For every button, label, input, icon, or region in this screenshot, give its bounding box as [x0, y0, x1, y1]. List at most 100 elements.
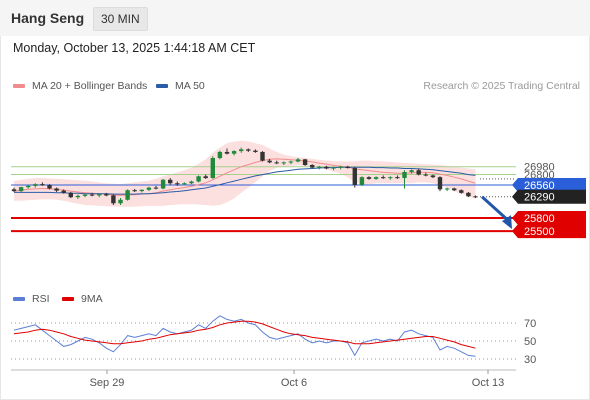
candle-body — [33, 184, 38, 186]
candle-body — [111, 195, 116, 204]
candle-body — [139, 189, 144, 192]
price-tag-25500: 25500 — [524, 226, 555, 238]
candle-body — [310, 164, 315, 168]
legend-rsi-ma: 9MA — [62, 293, 103, 305]
candle-body — [338, 166, 343, 168]
candle-body — [416, 170, 421, 175]
legend-ma50: MA 50 — [156, 80, 205, 92]
candle-body — [153, 187, 159, 189]
candle-body — [373, 177, 379, 179]
candle-body — [196, 176, 201, 182]
candle-body — [260, 151, 265, 161]
candle-body — [324, 166, 329, 169]
copyright-notice: Research © 2025 Trading Central — [423, 80, 580, 92]
rsi-line — [13, 315, 476, 357]
legend-rsi: RSI — [13, 293, 50, 305]
candle-body — [89, 194, 95, 196]
legend-ma20: MA 20 + Bollinger Bands — [13, 80, 147, 92]
candle-body — [168, 179, 173, 184]
candle-body — [452, 188, 457, 191]
candle-body — [352, 168, 357, 185]
candle-body — [423, 174, 428, 176]
rsi-level-label-50: 50 — [524, 336, 536, 348]
candle-body — [11, 189, 17, 192]
candle-body — [437, 177, 443, 190]
interval-badge[interactable]: 30 MIN — [93, 7, 148, 31]
candle-body — [189, 181, 194, 184]
candle-body — [104, 194, 109, 196]
candle-body — [444, 188, 450, 190]
instrument-title: Hang Seng — [11, 10, 85, 26]
candle-body — [402, 171, 407, 179]
ma50-line — [14, 166, 476, 195]
forecast-arrow — [480, 195, 511, 223]
price-tag-bg — [512, 178, 586, 192]
legend-ma20-label: MA 20 + Bollinger Bands — [32, 80, 148, 92]
candle-body — [246, 149, 251, 151]
candle-body — [274, 162, 279, 164]
price-tag-26980: 26980 — [524, 162, 555, 174]
candle-body — [295, 159, 301, 162]
candle-body — [224, 151, 230, 154]
candle-body — [239, 149, 244, 152]
candle-body — [359, 177, 365, 185]
candle-body — [388, 177, 393, 179]
candle-body — [54, 188, 59, 191]
candle-body — [381, 177, 386, 179]
candle-body — [466, 192, 471, 197]
x-axis-label: Oct 6 — [281, 377, 307, 389]
candle-body — [146, 187, 152, 190]
price-tag-bg — [512, 224, 586, 239]
candle-body — [409, 170, 414, 172]
candle-body — [288, 161, 294, 163]
price-tag-26290: 26290 — [524, 192, 555, 204]
candle-body — [97, 194, 102, 196]
candle-body — [47, 185, 52, 189]
rsi-ma-line — [13, 320, 476, 349]
candle-body — [366, 177, 372, 179]
candle-body — [210, 158, 215, 179]
candle-body — [18, 187, 24, 192]
forecast-arrow-head-icon — [502, 215, 512, 230]
legend-ma50-label: MA 50 — [175, 80, 205, 92]
candle-body — [253, 150, 258, 152]
ma50-swatch-icon — [156, 84, 168, 88]
rsi-ma-swatch-icon — [62, 297, 74, 301]
candle-body — [26, 185, 31, 188]
candle-body — [281, 162, 286, 164]
candle-body — [68, 192, 73, 198]
candle-body — [40, 184, 45, 186]
candle-body — [331, 167, 336, 169]
x-axis-label: Oct 13 — [472, 377, 504, 389]
candle-body — [125, 190, 130, 200]
price-tag-25800: 25800 — [524, 213, 555, 225]
rsi-swatch-icon — [13, 297, 25, 301]
rsi-level-label-70: 70 — [524, 318, 536, 330]
candle-body — [182, 183, 187, 185]
price-tag-26560: 26560 — [524, 180, 555, 192]
candle-body — [473, 196, 478, 198]
candle-body — [61, 190, 66, 193]
candle-body — [231, 151, 237, 154]
rsi-level-label-30: 30 — [524, 354, 536, 366]
candle-body — [267, 160, 272, 163]
candle-body — [345, 166, 350, 169]
candle-body — [203, 176, 208, 179]
candle-body — [75, 195, 81, 198]
x-axis-label: Sep 29 — [90, 377, 125, 389]
candle-body — [175, 183, 180, 185]
candle-body — [430, 175, 436, 178]
candle-body — [82, 194, 88, 196]
candle-body — [217, 151, 223, 159]
price-tag-bg — [512, 211, 586, 226]
candle-body — [160, 179, 166, 189]
candle-body — [459, 190, 464, 193]
candle-body — [395, 177, 400, 179]
candle-body — [118, 199, 123, 204]
price-tag-bg — [512, 189, 586, 204]
candle-body — [132, 190, 137, 192]
candle-body — [317, 166, 322, 168]
chart-datetime: Monday, October 13, 2025 1:44:18 AM CET — [13, 41, 256, 55]
legend-rsi-ma-label: 9MA — [81, 293, 103, 305]
